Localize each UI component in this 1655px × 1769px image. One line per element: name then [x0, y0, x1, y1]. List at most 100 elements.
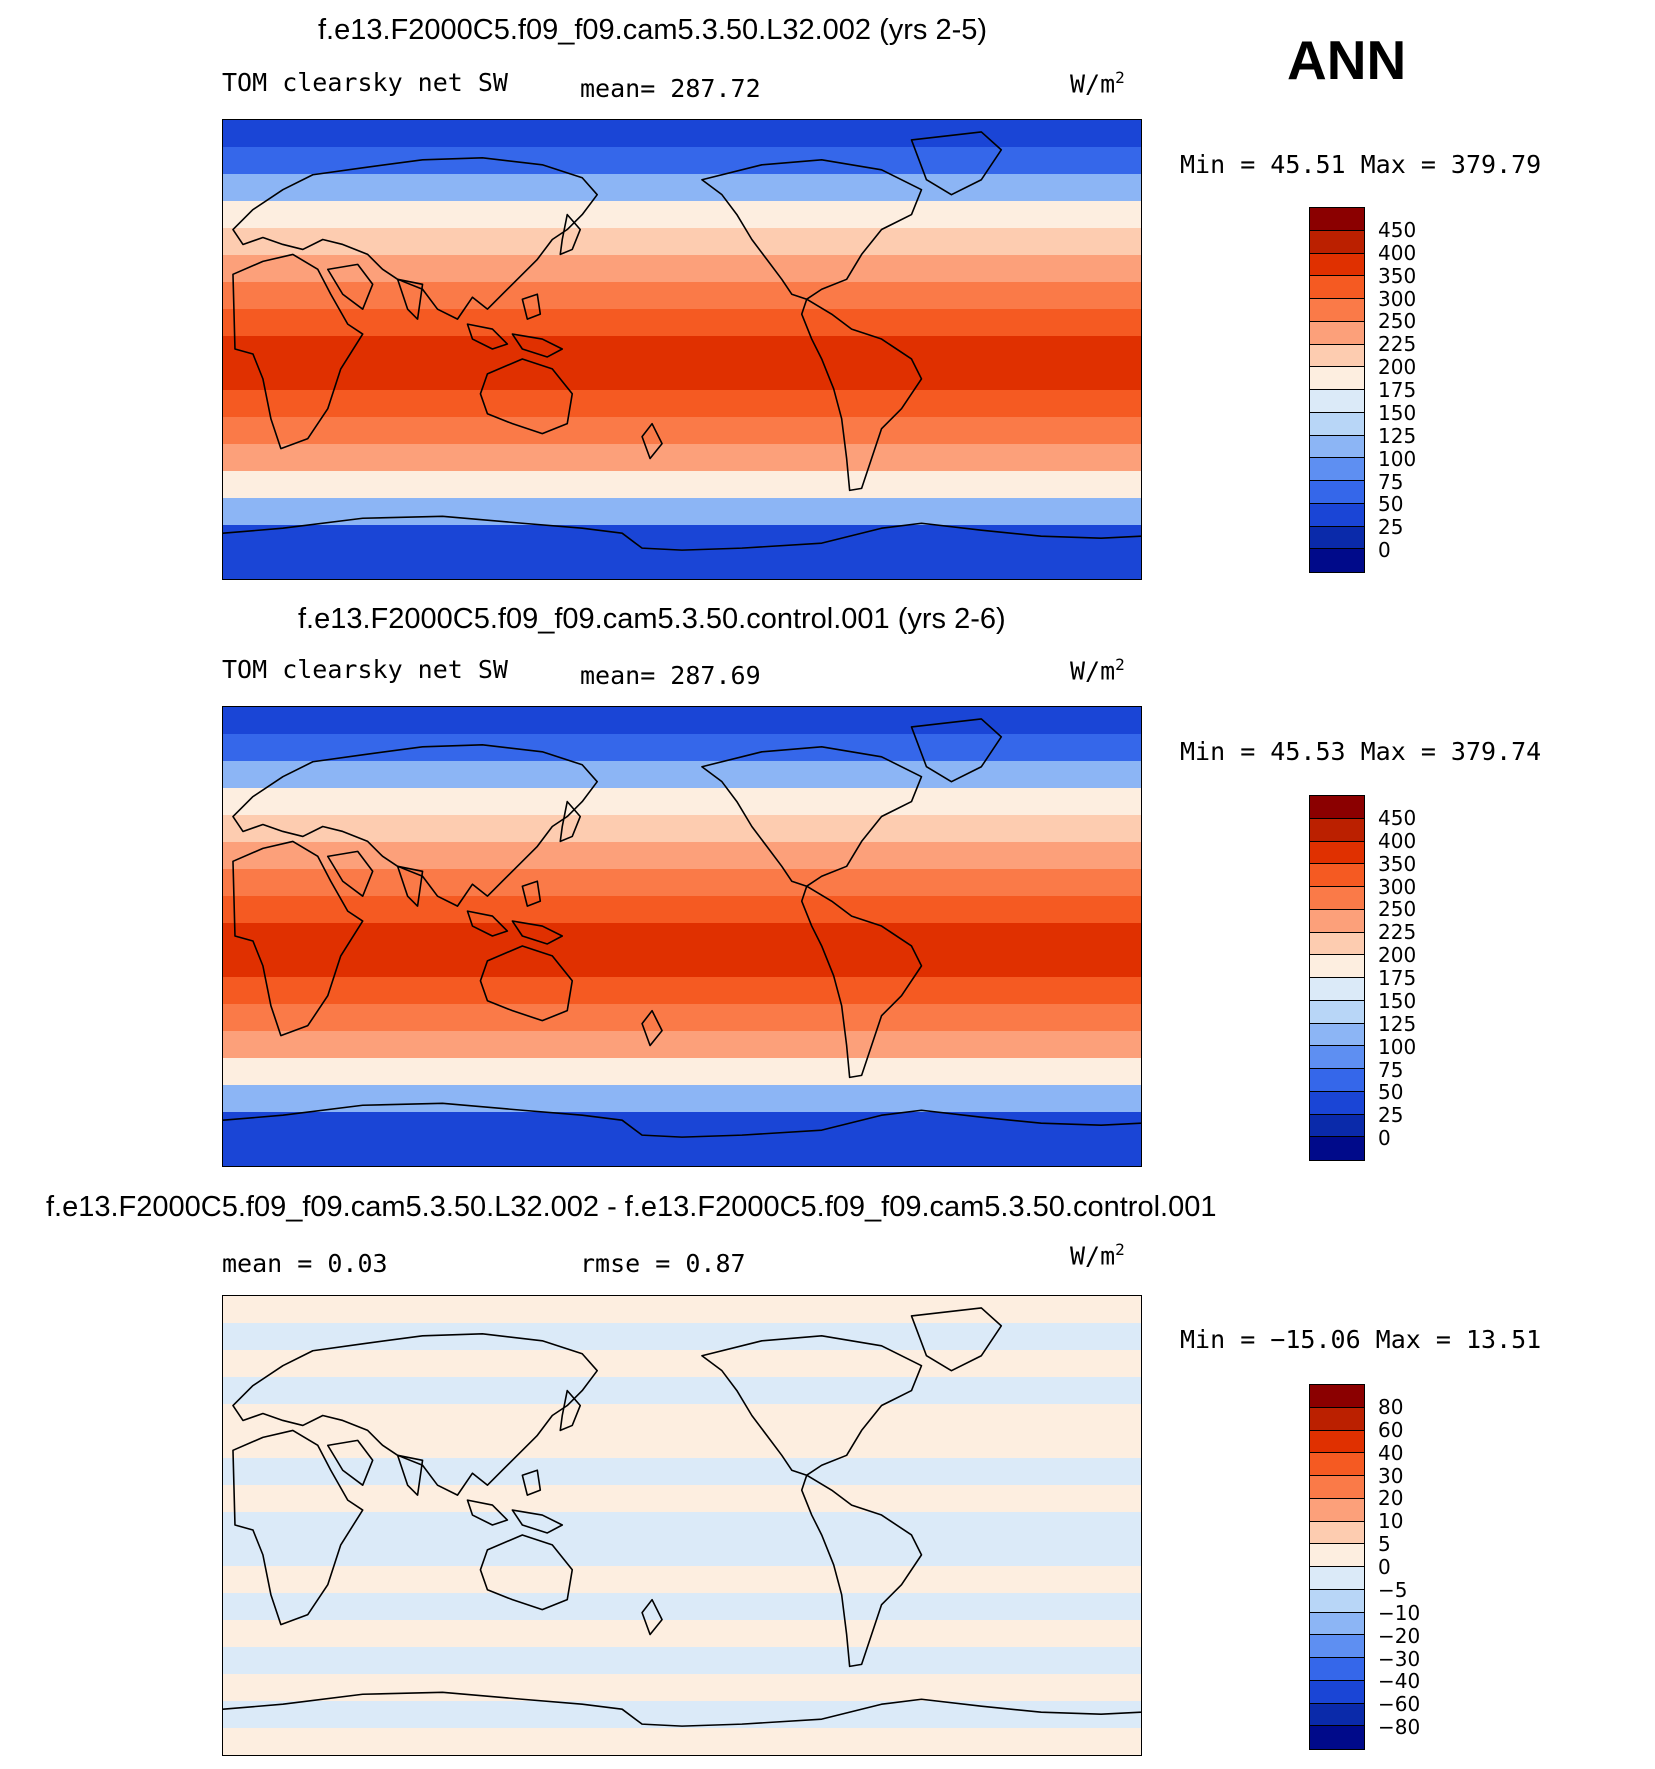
map-band — [223, 1377, 1141, 1405]
map-band — [223, 147, 1141, 175]
map-band — [223, 1004, 1141, 1032]
map-band — [223, 1539, 1141, 1567]
panel-3-map-svg — [223, 1296, 1141, 1755]
colorbar-tick-label: 450 — [1378, 805, 1417, 830]
colorbar-tick-label: 450 — [1378, 217, 1417, 242]
panel-1-map-svg — [223, 120, 1141, 579]
colorbar-swatch — [1310, 390, 1364, 413]
colorbar-swatch — [1310, 435, 1364, 459]
colorbar-tick-label: 225 — [1378, 920, 1417, 945]
map-band — [223, 1296, 1141, 1324]
colorbar-swatch — [1310, 367, 1364, 390]
colorbar-tick-label: 75 — [1378, 1057, 1404, 1082]
colorbar-swatch — [1310, 230, 1364, 254]
map-band — [223, 1728, 1141, 1755]
colorbar-tick-label: 300 — [1378, 286, 1417, 311]
colorbar-tick-label: 60 — [1378, 1417, 1404, 1442]
panel-3-colorbar — [1309, 1384, 1365, 1750]
colorbar-tick-label: 0 — [1378, 1555, 1391, 1579]
colorbar-tick-label: 225 — [1378, 332, 1417, 357]
colorbar-swatch — [1310, 1476, 1364, 1499]
panel-1-colorbar — [1309, 207, 1365, 573]
map-band — [223, 363, 1141, 391]
colorbar-tick-label: 200 — [1378, 943, 1417, 968]
map-band — [223, 417, 1141, 445]
map-band — [223, 923, 1141, 951]
colorbar-swatch — [1310, 955, 1364, 978]
map-band — [223, 1458, 1141, 1486]
map-band — [223, 1404, 1141, 1432]
panel-1-mean: mean= 287.72 — [580, 74, 761, 103]
map-band — [223, 552, 1141, 579]
colorbar-swatch — [1310, 1000, 1364, 1024]
colorbar-swatch — [1310, 1385, 1364, 1408]
colorbar-tick-label: 100 — [1378, 446, 1417, 471]
colorbar-tick-label: 125 — [1378, 423, 1417, 448]
colorbar-tick-label: 250 — [1378, 309, 1417, 334]
colorbar-swatch — [1310, 299, 1364, 322]
colorbar-swatch — [1310, 549, 1364, 572]
panel-3-mean: mean = 0.03 — [222, 1249, 388, 1278]
map-band — [223, 1674, 1141, 1702]
map-band — [223, 1139, 1141, 1166]
colorbar-tick-label: 10 — [1378, 1509, 1404, 1534]
colorbar-swatch — [1310, 1567, 1364, 1590]
panel-1-units: W/m2 — [1070, 68, 1125, 99]
colorbar-tick-label: 30 — [1378, 1463, 1404, 1488]
panel-1-minmax: Min = 45.51 Max = 379.79 — [1180, 150, 1542, 179]
colorbar-swatch — [1310, 458, 1364, 481]
map-band — [223, 1085, 1141, 1113]
panel-2-minmax: Min = 45.53 Max = 379.74 — [1180, 737, 1542, 766]
map-band — [223, 1566, 1141, 1594]
colorbar-tick-label: −30 — [1378, 1646, 1421, 1671]
colorbar-tick-label: 25 — [1378, 1103, 1404, 1128]
colorbar-swatch — [1310, 1544, 1364, 1567]
colorbar-swatch — [1310, 1703, 1364, 1727]
colorbar-tick-label: 350 — [1378, 851, 1417, 876]
map-band — [223, 336, 1141, 364]
colorbar-swatch — [1310, 208, 1364, 231]
colorbar-tick-label: 350 — [1378, 263, 1417, 288]
map-band — [223, 788, 1141, 816]
map-band — [223, 896, 1141, 924]
colorbar-swatch — [1310, 253, 1364, 277]
colorbar-tick-label: 100 — [1378, 1034, 1417, 1059]
map-band — [223, 761, 1141, 789]
colorbar-tick-label: 400 — [1378, 240, 1417, 265]
map-band — [223, 309, 1141, 337]
season-label: ANN — [1287, 29, 1407, 91]
map-band — [223, 1058, 1141, 1086]
colorbar-swatch — [1310, 1091, 1364, 1115]
panel-3-title: f.e13.F2000C5.f09_f09.cam5.3.50.L32.002 … — [46, 1191, 1217, 1223]
colorbar-tick-label: 50 — [1378, 492, 1404, 517]
map-band — [223, 390, 1141, 418]
colorbar-swatch — [1310, 1407, 1364, 1431]
colorbar-tick-label: −80 — [1378, 1715, 1421, 1740]
map-band — [223, 1647, 1141, 1675]
colorbar-swatch — [1310, 321, 1364, 345]
colorbar-swatch — [1310, 1046, 1364, 1069]
panel-2-title: f.e13.F2000C5.f09_f09.cam5.3.50.control.… — [298, 603, 1006, 635]
map-band — [223, 950, 1141, 978]
colorbar-swatch — [1310, 841, 1364, 865]
colorbar-swatch — [1310, 1114, 1364, 1138]
colorbar-swatch — [1310, 796, 1364, 819]
map-band — [223, 498, 1141, 526]
colorbar-tick-label: 175 — [1378, 378, 1417, 402]
colorbar-swatch — [1310, 932, 1364, 956]
panel-2-mean: mean= 287.69 — [580, 661, 761, 690]
colorbar-swatch — [1310, 1680, 1364, 1704]
colorbar-tick-label: 0 — [1378, 1126, 1391, 1151]
map-band — [223, 1512, 1141, 1540]
colorbar-tick-label: 80 — [1378, 1394, 1404, 1419]
panel-2-variable: TOM clearsky net SW — [222, 655, 508, 684]
map-band — [223, 1031, 1141, 1059]
colorbar-tick-label: 40 — [1378, 1440, 1404, 1465]
colorbar-tick-label: 150 — [1378, 400, 1417, 425]
panel-2-map — [222, 706, 1142, 1167]
colorbar-tick-label: −40 — [1378, 1669, 1421, 1694]
map-band — [223, 1323, 1141, 1351]
panel-2-map-svg — [223, 707, 1141, 1166]
colorbar-tick-label: −60 — [1378, 1692, 1421, 1717]
colorbar-tick-label: 5 — [1378, 1532, 1391, 1557]
